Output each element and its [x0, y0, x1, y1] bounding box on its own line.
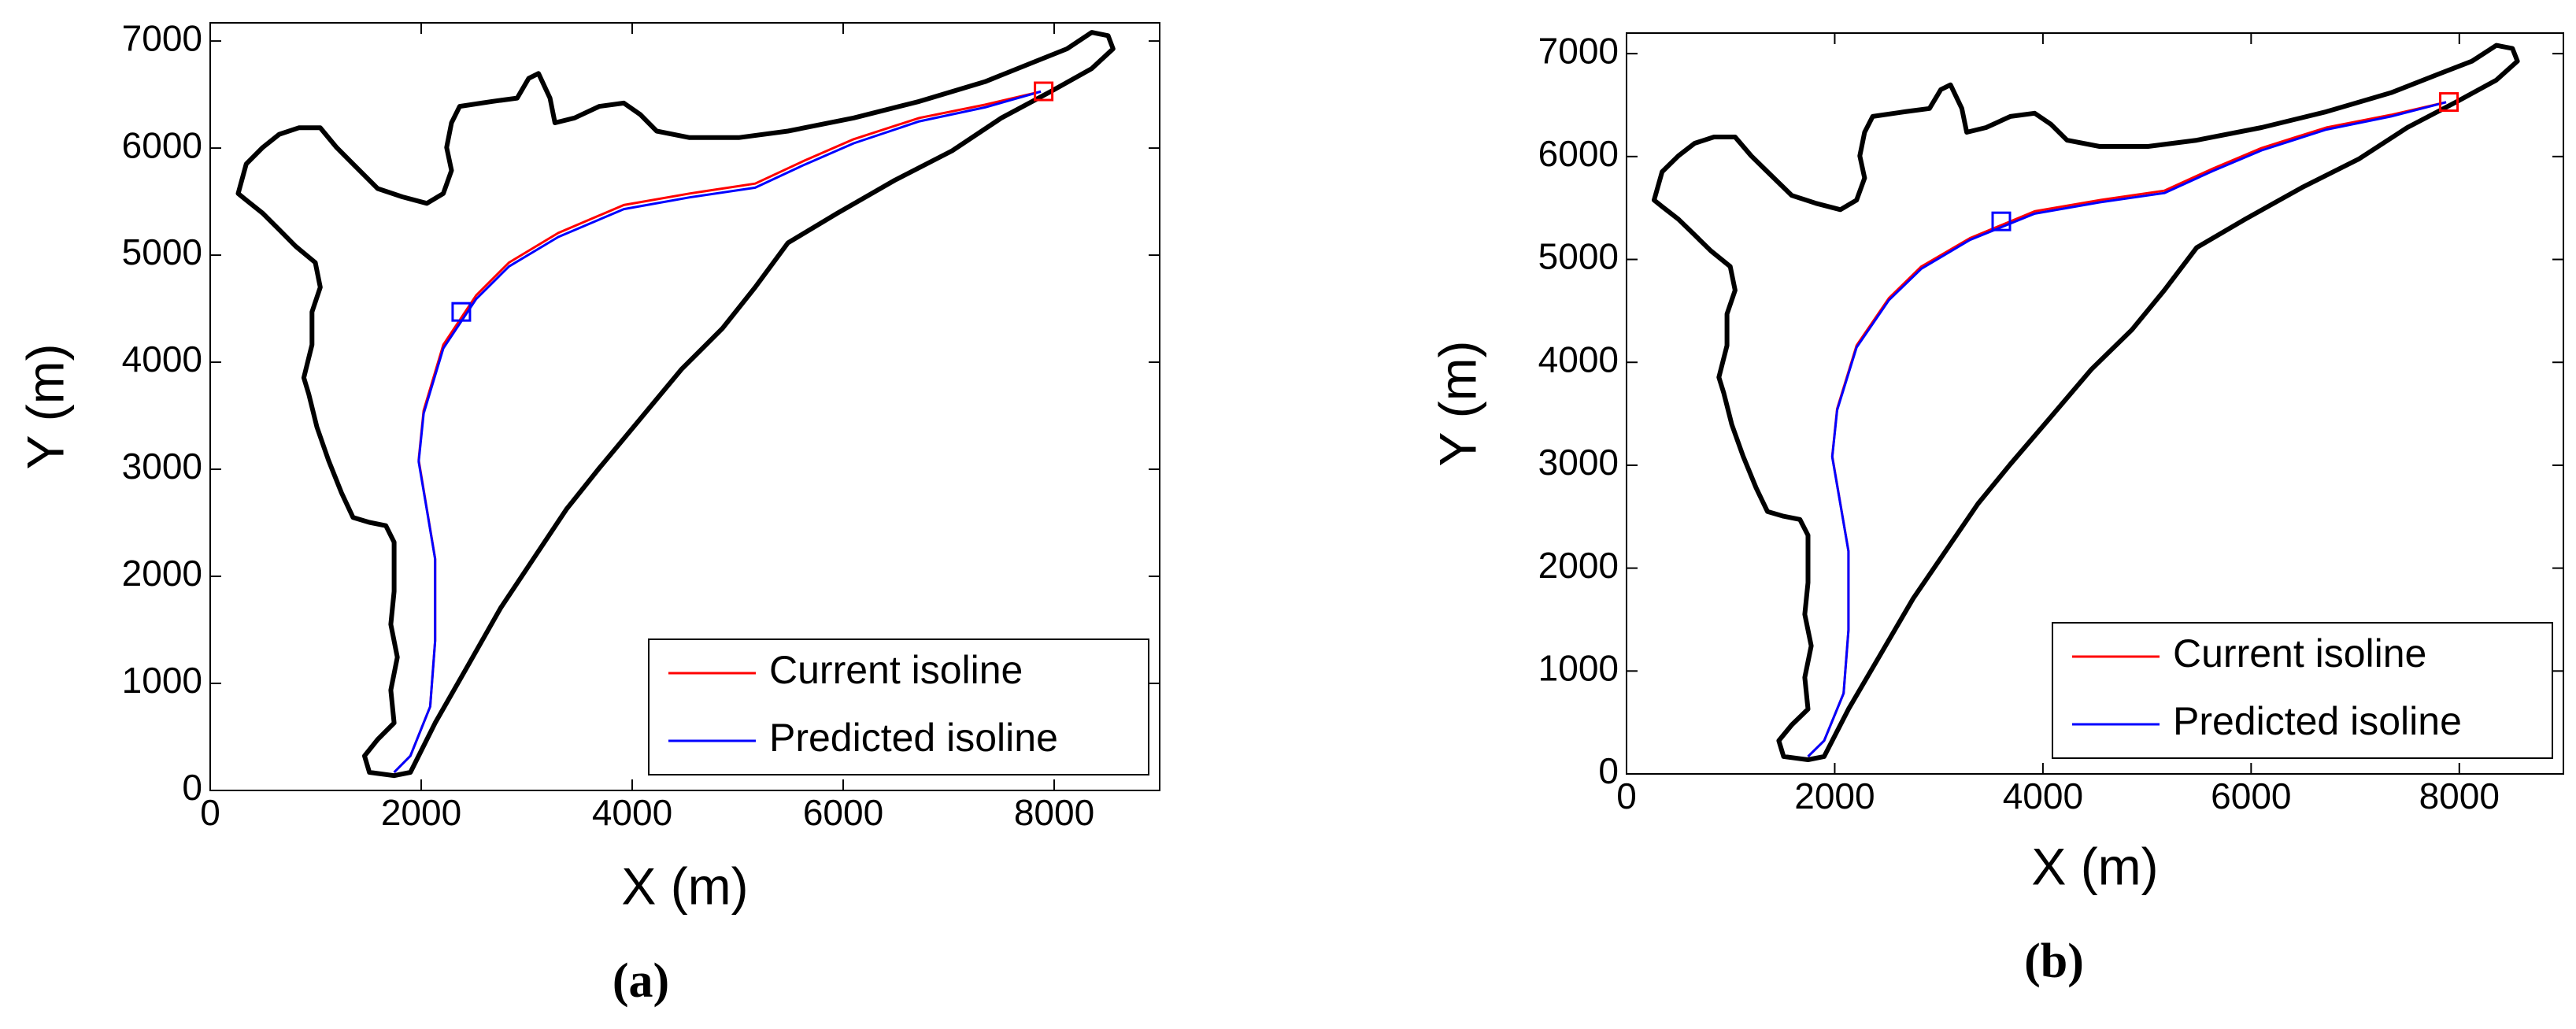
chart: 0 2000 4000 6000 8000 0 1000 2000 3000 4000 5000 60… [1428, 30, 2564, 988]
x-tick-label: 4000 [592, 792, 672, 833]
x-tick-label: 6000 [2211, 775, 2291, 816]
y-tick-label: 5000 [122, 231, 202, 272]
marker [451, 302, 472, 322]
marker [1034, 81, 1054, 102]
isoline [1807, 101, 2447, 757]
y-tick-label: 7000 [122, 17, 202, 58]
legend-label: Predicted isoline [769, 716, 1058, 760]
y-tick-label: 1000 [1538, 647, 1619, 688]
x-tick-label: 0 [200, 792, 220, 833]
caption: (b) [2024, 935, 2084, 988]
isoline [393, 90, 1042, 774]
x-tick-label: 6000 [803, 792, 883, 833]
legend-box [648, 638, 1149, 775]
y-tick-label: 3000 [1538, 442, 1619, 483]
y-tick-label: 6000 [1538, 133, 1619, 174]
legend-label: Predicted isoline [2173, 699, 2462, 743]
x-tick-label: 8000 [2419, 775, 2500, 816]
y-tick-label: 0 [1598, 750, 1619, 791]
y-axis-label: Y (m) [16, 343, 74, 469]
y-tick-label: 4000 [122, 339, 202, 379]
marker [2439, 92, 2459, 113]
boundary [1652, 43, 2520, 762]
chart: 0 2000 4000 6000 8000 0 1000 2000 3000 4000 5000 60… [16, 17, 1160, 1008]
axes-box [1626, 32, 2564, 775]
y-tick-label: 7000 [1538, 30, 1619, 71]
y-tick-label: 2000 [122, 553, 202, 594]
x-tick-label: 2000 [381, 792, 461, 833]
x-tick-label: 0 [1616, 775, 1637, 816]
axes-box [209, 22, 1160, 791]
x-axis-label: X (m) [621, 857, 748, 915]
y-axis-label: Y (m) [1428, 340, 1486, 466]
caption: (a) [613, 954, 669, 1008]
legend-box [2052, 622, 2553, 759]
y-tick-label: 4000 [1538, 339, 1619, 379]
x-tick-label: 2000 [1794, 775, 1875, 816]
y-tick-label: 0 [182, 767, 202, 808]
legend-label: Current isoline [769, 648, 1023, 692]
x-tick-label: 4000 [2003, 775, 2083, 816]
y-tick-label: 3000 [122, 446, 202, 487]
y-tick-label: 2000 [1538, 545, 1619, 586]
marker [1991, 211, 2012, 231]
x-tick-label: 8000 [1014, 792, 1094, 833]
boundary [235, 30, 1116, 779]
x-axis-label: X (m) [2031, 837, 2158, 895]
y-tick-label: 5000 [1538, 236, 1619, 277]
y-tick-label: 6000 [122, 124, 202, 165]
legend-label: Current isoline [2173, 631, 2426, 676]
y-tick-label: 1000 [122, 660, 202, 701]
